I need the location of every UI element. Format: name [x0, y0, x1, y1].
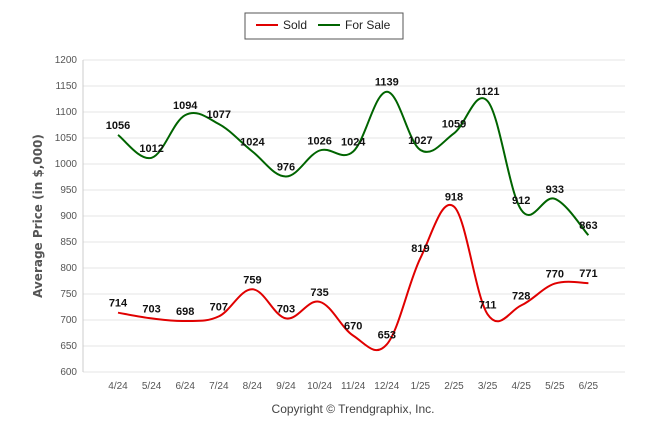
x-tick-label: 4/25 [511, 381, 531, 392]
data-label: 703 [142, 303, 160, 315]
data-label: 933 [546, 184, 564, 196]
data-label: 670 [344, 321, 362, 333]
x-tick-label: 2/25 [444, 381, 464, 392]
y-tick-label: 600 [60, 367, 77, 378]
legend-label-sold: Sold [283, 18, 307, 32]
y-tick-label: 1150 [55, 81, 77, 92]
y-tick-label: 700 [60, 315, 77, 326]
y-tick-label: 800 [60, 263, 77, 274]
y-tick-label: 1050 [55, 133, 78, 144]
grid [82, 59, 625, 373]
y-axis-ticks: 600 650 700 750 800 850 900 950 1000 1050 1100 1150… [55, 55, 78, 378]
data-label: 1056 [106, 120, 130, 132]
data-label: 976 [277, 161, 295, 173]
data-label: 1121 [476, 86, 500, 98]
y-tick-label: 1000 [55, 159, 78, 170]
x-tick-label: 7/24 [209, 381, 229, 392]
data-label: 1094 [173, 100, 198, 112]
x-tick-label: 8/24 [243, 381, 263, 392]
x-tick-label: 4/24 [108, 381, 128, 392]
data-label: 728 [512, 290, 530, 302]
data-label: 1027 [408, 135, 432, 147]
y-tick-label: 1100 [55, 107, 77, 118]
x-tick-label: 11/24 [341, 381, 366, 392]
data-label: 918 [445, 192, 463, 204]
data-label: 1026 [307, 135, 331, 147]
data-label: 912 [512, 195, 530, 207]
data-label: 714 [109, 298, 128, 310]
data-labels: 714 703 698 707 759 703 735 670 653 819 918 711 728 7… [106, 77, 598, 342]
legend-label-for-sale: For Sale [345, 18, 391, 32]
x-tick-label: 12/24 [374, 381, 399, 392]
y-tick-label: 750 [60, 289, 77, 300]
data-label: 711 [479, 299, 497, 311]
x-tick-label: 5/25 [545, 381, 565, 392]
data-label: 653 [378, 329, 396, 341]
x-tick-label: 6/24 [175, 381, 195, 392]
series-lines [117, 90, 590, 352]
data-label: 771 [579, 268, 597, 280]
x-axis-ticks: 4/24 5/24 6/24 7/24 8/24 9/24 10/24 11/24 12/24 1… [108, 381, 598, 392]
data-label: 735 [310, 287, 328, 299]
x-tick-label: 6/25 [579, 381, 599, 392]
data-label: 819 [411, 243, 429, 255]
y-tick-label: 950 [60, 185, 77, 196]
x-tick-label: 5/24 [142, 381, 162, 392]
data-label: 1059 [442, 118, 466, 130]
data-label: 770 [546, 269, 564, 281]
x-tick-label: 3/25 [478, 381, 498, 392]
data-label: 1139 [375, 77, 399, 89]
data-label: 1012 [139, 143, 163, 155]
legend: Sold For Sale [244, 12, 404, 40]
y-tick-label: 900 [60, 211, 77, 222]
y-tick-label: 850 [60, 237, 77, 248]
y-axis-label: Average Price (in $,000) [31, 134, 45, 298]
data-label: 863 [579, 220, 597, 232]
data-label: 703 [277, 303, 295, 315]
data-label: 759 [243, 274, 261, 286]
series-line-sold [117, 203, 589, 352]
series-line-for-sale [117, 90, 590, 236]
x-tick-label: 1/25 [411, 381, 431, 392]
data-label: 1077 [207, 109, 231, 121]
data-label: 1024 [240, 137, 265, 149]
y-tick-label: 1200 [55, 55, 78, 66]
x-tick-label: 10/24 [307, 381, 332, 392]
data-label: 698 [176, 306, 194, 318]
y-tick-label: 650 [60, 341, 77, 352]
data-label: 1024 [341, 137, 366, 149]
x-tick-label: 9/24 [276, 381, 296, 392]
data-label: 707 [210, 301, 228, 313]
copyright-footer: Copyright © Trendgraphix, Inc. [272, 402, 435, 416]
